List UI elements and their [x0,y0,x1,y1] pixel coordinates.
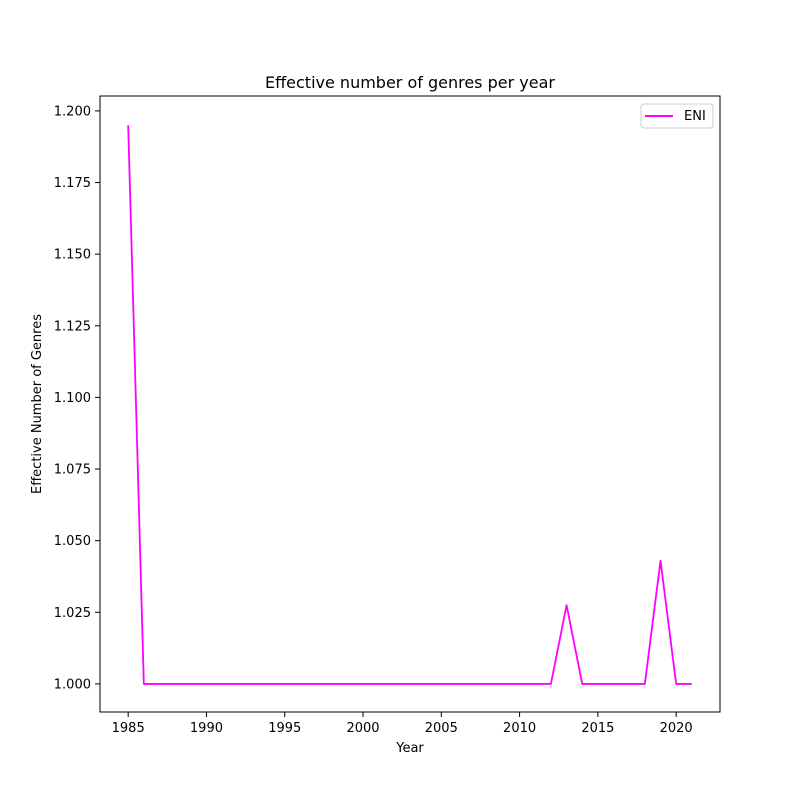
y-tick-label: 1.025 [54,606,91,621]
y-tick-label: 1.050 [54,534,91,549]
y-tick-label: 1.150 [54,248,91,263]
x-tick-label: 1985 [112,721,145,736]
plot-frame [99,95,721,713]
x-tick-label: 2020 [660,721,693,736]
x-tick-label: 1995 [268,721,301,736]
x-tick-label: 1990 [190,721,223,736]
legend-label: ENI [684,109,706,124]
series-line-eni [127,125,692,685]
y-tick-label: 1.075 [54,463,91,478]
legend-box [640,103,714,129]
x-tick-label: 2015 [581,721,614,736]
y-axis-label: Effective Number of Genres [30,314,45,494]
y-tick-label: 1.200 [54,104,91,119]
legend: ENI [640,103,714,129]
y-tick-label: 1.125 [54,319,91,334]
x-axis-label: Year [395,741,424,756]
y-tick-label: 1.000 [54,677,91,692]
y-tick-label: 1.100 [54,391,91,406]
x-tick-label: 2010 [503,721,536,736]
x-tick-label: 2000 [346,721,379,736]
y-tick-label: 1.175 [54,176,91,191]
chart-title: Effective number of genres per year [265,73,555,92]
x-tick-label: 2005 [425,721,458,736]
